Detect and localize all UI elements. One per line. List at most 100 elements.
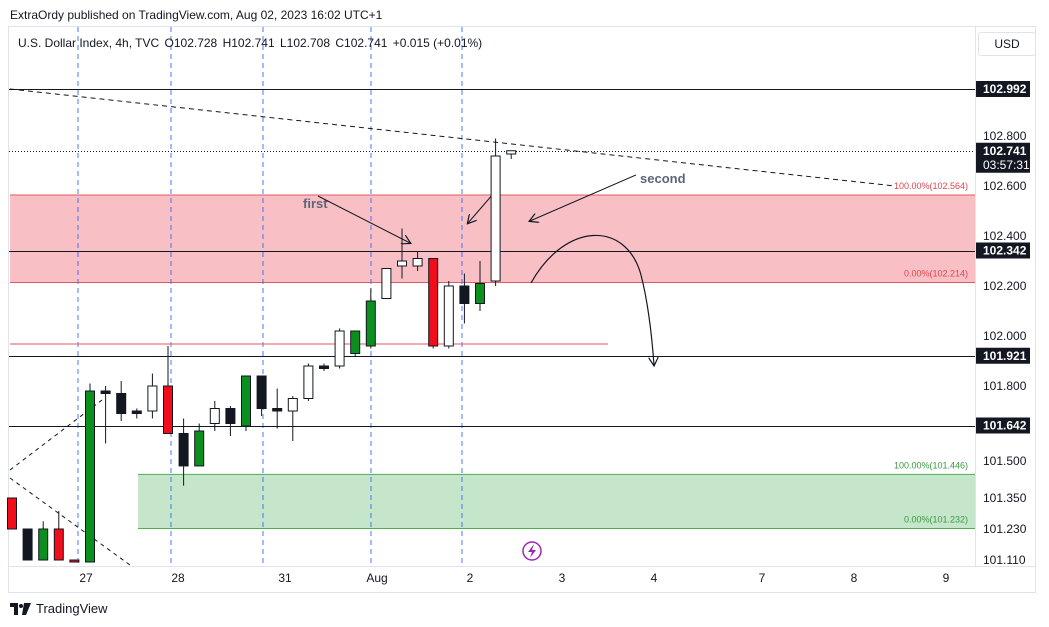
candle xyxy=(303,363,314,401)
candle-body xyxy=(7,497,17,530)
price-label-box xyxy=(975,347,1030,364)
y-tick-label: 101.230 xyxy=(983,522,1027,536)
candle-body xyxy=(241,375,251,427)
y-tick-label: 102.000 xyxy=(983,329,1027,343)
candle xyxy=(147,373,158,419)
support-zone-top-label: 100.00%(101.446) xyxy=(894,460,968,470)
candle xyxy=(178,418,189,486)
change-value: +0.015 (+0.01%) xyxy=(392,36,483,50)
candle xyxy=(334,328,345,369)
candle-body xyxy=(209,408,220,424)
candle xyxy=(443,281,454,349)
annotation-first: first xyxy=(303,196,328,211)
candle xyxy=(490,138,501,286)
x-tick-label: 31 xyxy=(278,571,292,585)
candle xyxy=(38,521,49,561)
y-tick-label: 101.350 xyxy=(983,491,1027,505)
x-tick-label: 27 xyxy=(79,571,93,585)
candle-body xyxy=(225,408,236,424)
footer-brand-label: TradingView xyxy=(36,601,108,616)
candle xyxy=(256,375,267,416)
price-label-time: 03:57:31 xyxy=(983,158,1030,172)
candle-body xyxy=(116,393,127,414)
candle-body xyxy=(350,330,361,354)
support-zone-bottom-label: 0.00%(101.232) xyxy=(904,514,968,524)
candle xyxy=(100,386,111,444)
descending-trendline xyxy=(9,88,896,187)
candle-body xyxy=(459,285,470,304)
x-tick-label: 28 xyxy=(171,571,185,585)
candle xyxy=(53,510,64,561)
candle xyxy=(131,408,142,419)
candle-body xyxy=(475,283,485,304)
candle-body xyxy=(397,260,407,267)
price-label-value: 101.642 xyxy=(983,419,1027,433)
candle-body xyxy=(100,390,111,394)
candle-body xyxy=(272,408,283,412)
y-tick-label: 102.800 xyxy=(983,129,1027,143)
candle xyxy=(116,381,127,421)
candle xyxy=(85,383,95,563)
annotation-second: second xyxy=(640,171,686,186)
candle-body xyxy=(381,268,392,299)
y-tick-label: 101.800 xyxy=(983,379,1027,393)
candle-body xyxy=(412,258,423,267)
chart-frame xyxy=(8,26,1036,593)
open-value: O102.728 xyxy=(164,36,218,50)
price-label-value: 102.741 xyxy=(983,144,1027,158)
projection-curve-arrow xyxy=(530,234,654,365)
x-tick-label: 7 xyxy=(759,571,766,585)
candle-body xyxy=(163,385,173,434)
high-value: H102.741 xyxy=(222,36,275,50)
y-tick-label: 102.600 xyxy=(983,179,1027,193)
x-tick-label: 8 xyxy=(851,571,858,585)
resistance-zone-bottom-label: 0.00%(102.214) xyxy=(904,269,968,279)
price-label: 101.642 xyxy=(975,417,1030,434)
candle-body xyxy=(443,285,454,347)
x-tick-label: 2 xyxy=(467,571,474,585)
candle-body xyxy=(256,375,267,409)
y-tick-label: 101.500 xyxy=(983,454,1027,468)
candle-body xyxy=(334,330,345,367)
arrow-first xyxy=(317,195,410,243)
candle xyxy=(163,346,173,434)
candle-body xyxy=(53,528,64,561)
resistance-zone-top-label: 100.00%(102.564) xyxy=(894,181,968,191)
currency-button[interactable]: USD xyxy=(978,32,1036,56)
candle xyxy=(428,258,439,349)
candle xyxy=(225,406,236,436)
y-tick-label: 101.110 xyxy=(983,553,1026,567)
candle xyxy=(350,330,361,356)
price-label-box xyxy=(975,417,1030,434)
x-tick-label: 3 xyxy=(559,571,566,585)
candle xyxy=(7,497,17,530)
support-zone xyxy=(138,474,975,529)
candle-body xyxy=(85,390,95,563)
candle-body xyxy=(490,155,501,282)
published-by-text: ExtraOrdy published on TradingView.com, … xyxy=(10,8,383,22)
symbol-info: U.S. Dollar Index, 4h, TVC O102.728 H102… xyxy=(18,36,484,50)
price-label: 102.342 xyxy=(975,242,1030,259)
y-tick-label: 102.200 xyxy=(983,279,1027,293)
x-tick-label: Aug xyxy=(366,571,387,585)
candle xyxy=(506,150,517,159)
price-label-box xyxy=(975,142,1030,173)
candle xyxy=(22,528,33,561)
tradingview-logo-icon xyxy=(10,602,31,615)
left-dashed-line-down xyxy=(9,477,131,566)
candle-body xyxy=(131,410,142,414)
x-tick-label: 4 xyxy=(651,571,658,585)
candle-body xyxy=(287,398,298,412)
candle-body xyxy=(147,385,158,412)
close-value: C102.741 xyxy=(335,36,388,50)
candle xyxy=(365,288,376,349)
candle-body xyxy=(506,150,517,155)
candle xyxy=(287,396,298,441)
candle-body xyxy=(365,300,376,347)
candle xyxy=(475,261,485,311)
price-label: 102.992 xyxy=(975,81,1030,97)
symbol-name: U.S. Dollar Index, 4h, TVC xyxy=(18,36,160,50)
candle xyxy=(272,388,283,429)
